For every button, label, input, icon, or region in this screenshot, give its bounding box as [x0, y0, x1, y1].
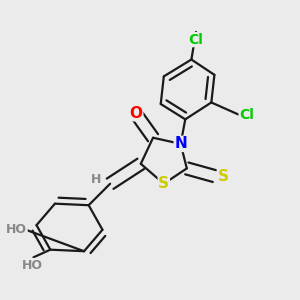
Text: H: H	[91, 172, 101, 186]
Text: S: S	[158, 176, 169, 191]
Text: Cl: Cl	[189, 33, 203, 46]
Text: Cl: Cl	[239, 108, 254, 122]
Text: N: N	[174, 136, 187, 152]
Text: HO: HO	[6, 223, 27, 236]
Text: S: S	[218, 169, 229, 184]
Text: O: O	[130, 106, 143, 121]
Text: HO: HO	[21, 259, 42, 272]
